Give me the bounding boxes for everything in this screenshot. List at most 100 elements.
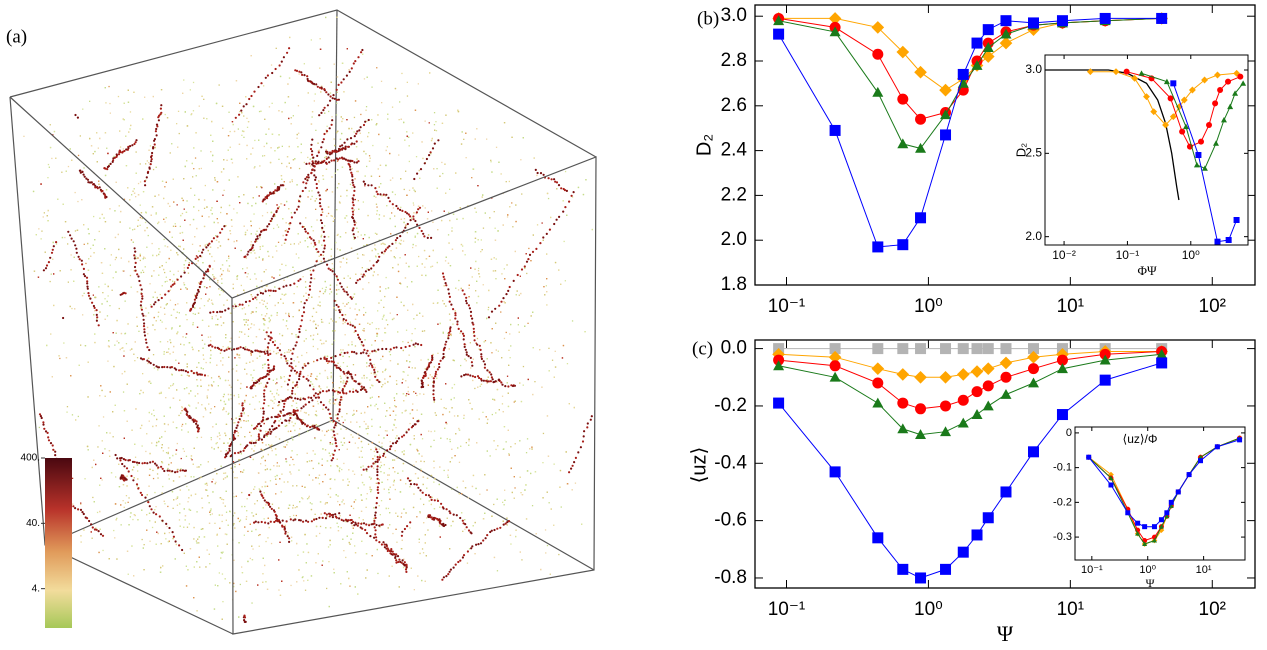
particle <box>288 77 291 79</box>
particle <box>253 324 255 326</box>
particle <box>353 325 355 327</box>
particle <box>213 381 215 383</box>
particle <box>153 270 155 272</box>
particle <box>486 358 488 360</box>
particle <box>124 502 127 504</box>
particle <box>329 92 332 94</box>
particle <box>400 118 402 120</box>
particle <box>402 378 404 380</box>
particle <box>412 403 414 405</box>
particle <box>377 370 379 373</box>
particle <box>200 476 202 478</box>
particle <box>180 343 182 345</box>
particle <box>329 288 331 290</box>
particle <box>177 331 179 333</box>
particle <box>215 442 217 445</box>
particle <box>493 556 496 559</box>
particle <box>269 468 272 471</box>
particle <box>458 279 460 282</box>
particle <box>252 342 254 344</box>
particle <box>395 242 397 244</box>
particle <box>112 436 114 438</box>
particle <box>338 470 341 473</box>
particle <box>289 414 291 416</box>
particle <box>330 375 332 377</box>
particle <box>505 441 507 443</box>
particle <box>185 423 187 425</box>
particle <box>172 480 175 482</box>
particle <box>420 359 422 361</box>
particle <box>234 357 236 359</box>
particle <box>437 229 439 231</box>
particle <box>280 175 283 177</box>
particle <box>276 204 278 206</box>
particle <box>340 261 342 263</box>
particle <box>164 271 166 274</box>
particle <box>268 255 270 257</box>
particle <box>280 357 282 359</box>
particle <box>413 435 415 437</box>
particle <box>191 459 193 461</box>
particle <box>183 526 185 528</box>
particle <box>155 506 157 508</box>
particle <box>417 205 420 207</box>
particle <box>358 323 361 325</box>
particle <box>470 367 472 369</box>
particle <box>145 163 147 165</box>
particle <box>276 474 278 477</box>
particle <box>336 131 338 134</box>
particle <box>239 387 242 390</box>
particle <box>362 254 364 256</box>
particle <box>261 186 263 189</box>
particle <box>142 547 144 549</box>
particle <box>106 300 108 303</box>
particle <box>221 520 223 523</box>
particle <box>293 243 295 245</box>
particle <box>33 270 36 272</box>
particle <box>181 410 183 412</box>
particle <box>189 224 191 226</box>
particle <box>317 348 319 350</box>
particle <box>325 286 327 288</box>
particle <box>498 409 500 411</box>
particle <box>353 209 355 211</box>
particle <box>227 268 229 270</box>
particle <box>407 374 409 376</box>
particle <box>337 169 339 171</box>
particle <box>160 391 162 393</box>
particle <box>444 260 447 262</box>
particle <box>323 342 325 345</box>
particle <box>265 504 267 506</box>
particle <box>172 454 174 457</box>
particle <box>230 219 233 221</box>
particle <box>491 413 493 416</box>
particle <box>122 148 124 150</box>
particle <box>280 203 283 205</box>
particle <box>431 210 433 212</box>
particle <box>371 344 373 346</box>
particle <box>234 303 236 305</box>
particle <box>142 269 144 271</box>
particle <box>78 364 80 366</box>
particle <box>243 136 245 138</box>
particle <box>255 202 257 205</box>
particle <box>342 322 344 325</box>
particle <box>140 271 142 274</box>
particle <box>167 474 170 476</box>
particle <box>265 269 267 271</box>
particle <box>261 299 263 301</box>
particle <box>321 464 323 466</box>
particle <box>181 197 183 199</box>
particle <box>302 368 304 370</box>
particle <box>113 529 115 532</box>
particle <box>286 320 288 322</box>
particle <box>104 448 106 450</box>
particle <box>276 224 278 226</box>
particle <box>502 501 504 503</box>
particle <box>337 233 339 236</box>
particle <box>268 444 270 446</box>
particle <box>336 187 339 189</box>
particle <box>476 280 478 282</box>
particle <box>374 248 376 250</box>
particle <box>223 159 225 161</box>
